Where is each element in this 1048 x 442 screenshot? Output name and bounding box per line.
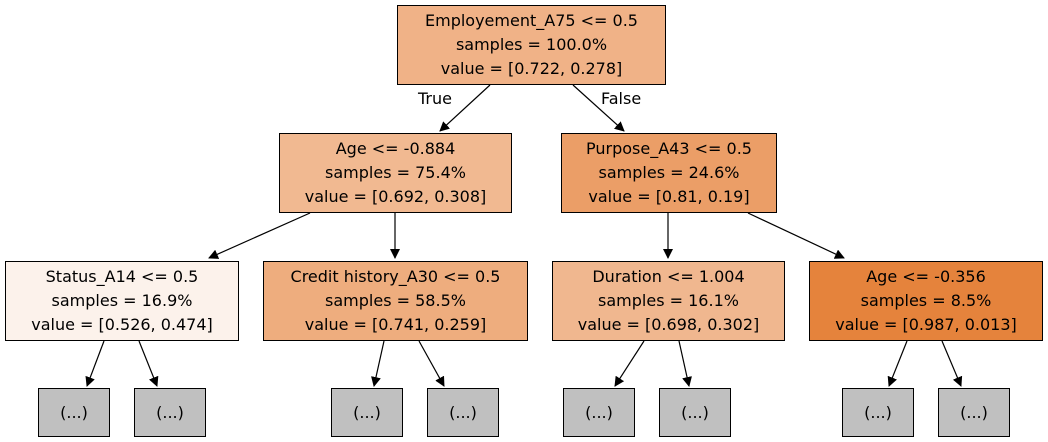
node-condition: Credit history_A30 <= 0.5 [290,267,501,286]
truncated-subtree-node: (...) [38,388,110,437]
node-condition: Status_A14 <= 0.5 [45,267,199,286]
edge-rr-to-t8 [941,340,963,387]
edge-ll-to-t2 [138,340,159,387]
edge-right-to-rr [747,212,845,259]
node-samples: samples = 75.4% [325,163,466,182]
tree-node-left: Age <= -0.884 samples = 75.4% value = [0… [279,133,512,213]
node-value: value = [0.698, 0.302] [577,315,760,334]
node-value: value = [0.81, 0.19] [588,187,750,206]
tree-node-right: Purpose_A43 <= 0.5 samples = 24.6% value… [561,133,777,213]
edge-ll-to-t1 [85,340,105,387]
node-condition: Purpose_A43 <= 0.5 [586,139,752,158]
tree-node-left-right: Credit history_A30 <= 0.5 samples = 58.5… [263,261,528,341]
node-samples: samples = 16.9% [51,291,193,310]
node-condition: Duration <= 1.004 [592,267,745,286]
edge-left-to-ll [208,212,311,259]
node-samples: samples = 58.5% [325,291,466,310]
node-samples: samples = 16.1% [598,291,739,310]
node-value: value = [0.987, 0.013] [835,315,1017,334]
node-samples: samples = 100.0% [455,35,608,54]
node-samples: samples = 24.6% [598,163,740,182]
tree-node-left-left: Status_A14 <= 0.5 samples = 16.9% value … [5,261,239,341]
edge-rr-to-t7 [887,340,908,387]
edge-rl-to-t6 [678,340,692,387]
node-condition: Age <= -0.884 [335,139,456,158]
node-condition: Employement_A75 <= 0.5 [425,11,638,30]
truncated-subtree-node: (...) [563,388,635,437]
edge-rl-to-t5 [614,340,645,387]
edge-label-false: False [601,89,642,108]
node-value: value = [0.741, 0.259] [304,315,487,334]
edge-lr-to-t4 [418,340,445,387]
truncated-subtree-node: (...) [938,388,1010,437]
node-value: value = [0.722, 0.278] [440,59,623,78]
truncated-subtree-node: (...) [842,388,914,437]
truncated-subtree-node: (...) [331,388,403,437]
truncated-subtree-node: (...) [427,388,499,437]
edge-lr-to-t3 [371,340,385,387]
edge-label-true: True [418,89,452,108]
tree-node-right-right: Age <= -0.356 samples = 8.5% value = [0.… [809,261,1043,341]
edge-root-to-left [439,84,491,132]
tree-node-right-left: Duration <= 1.004 samples = 16.1% value … [552,261,785,341]
truncated-subtree-node: (...) [134,388,206,437]
node-value: value = [0.526, 0.474] [31,315,213,334]
node-value: value = [0.692, 0.308] [304,187,487,206]
node-samples: samples = 8.5% [860,291,992,310]
tree-node-root: Employement_A75 <= 0.5 samples = 100.0% … [397,5,666,85]
node-condition: Age <= -0.356 [866,267,986,286]
truncated-subtree-node: (...) [659,388,731,437]
edge-root-to-right [572,84,625,132]
